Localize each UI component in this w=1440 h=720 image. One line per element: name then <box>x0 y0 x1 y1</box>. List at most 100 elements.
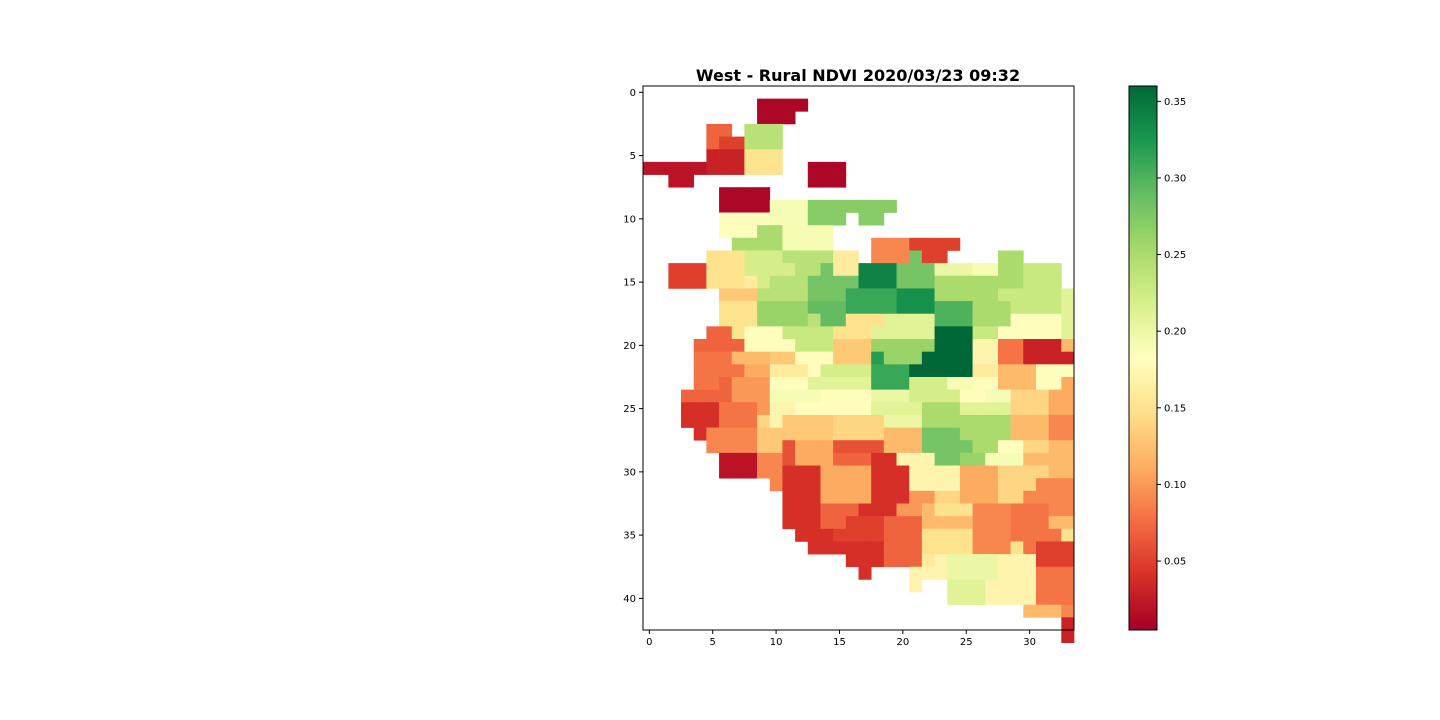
heatmap-cell <box>782 452 796 466</box>
heatmap-cell <box>681 161 695 175</box>
heatmap-cell <box>731 136 745 150</box>
heatmap-cell <box>934 478 948 492</box>
heatmap-cell <box>744 427 758 441</box>
heatmap-cell <box>769 313 783 327</box>
heatmap-cell <box>731 250 745 264</box>
heatmap-cell <box>719 250 733 264</box>
heatmap-cell <box>757 376 771 390</box>
heatmap-cell <box>719 288 733 302</box>
heatmap-cell <box>858 452 872 466</box>
heatmap-cell <box>896 351 910 365</box>
heatmap-cell <box>858 541 872 555</box>
heatmap-cell <box>757 440 771 454</box>
heatmap-cell <box>972 301 986 315</box>
heatmap-cell <box>985 579 999 593</box>
heatmap-cell <box>833 326 847 340</box>
heatmap-cell <box>782 275 796 289</box>
heatmap-cell <box>845 427 859 441</box>
heatmap-cell <box>757 288 771 302</box>
heatmap-cell <box>693 376 707 390</box>
heatmap-cell <box>997 465 1011 479</box>
heatmap-cell <box>706 250 720 264</box>
heatmap-cell <box>845 541 859 555</box>
heatmap-cell <box>744 301 758 315</box>
heatmap-cell <box>782 98 796 112</box>
heatmap-cell <box>719 427 733 441</box>
heatmap-cell <box>795 389 809 403</box>
heatmap-cell <box>909 440 923 454</box>
heatmap-cell <box>959 528 973 542</box>
heatmap-cell <box>934 440 948 454</box>
heatmap-cell <box>1048 364 1062 378</box>
heatmap-cell <box>871 288 885 302</box>
y-tick-label: 15 <box>623 278 636 289</box>
heatmap-cell <box>845 288 859 302</box>
heatmap-cell <box>858 212 872 226</box>
heatmap-cell <box>909 389 923 403</box>
heatmap-cell <box>807 528 821 542</box>
heatmap-cell <box>1048 452 1062 466</box>
heatmap-cell <box>757 149 771 163</box>
heatmap-cell <box>693 414 707 428</box>
heatmap-cell <box>845 478 859 492</box>
heatmap-cell <box>921 503 935 517</box>
heatmap-cell <box>807 174 821 188</box>
heatmap-cell <box>909 339 923 353</box>
heatmap-cell <box>769 376 783 390</box>
heatmap-cell <box>757 313 771 327</box>
heatmap-cell <box>807 364 821 378</box>
heatmap-cell <box>1048 288 1062 302</box>
heatmap-cell <box>757 275 771 289</box>
heatmap-cell <box>757 161 771 175</box>
heatmap-cell <box>1035 288 1049 302</box>
heatmap-cell <box>871 478 885 492</box>
heatmap-cell <box>985 478 999 492</box>
heatmap-cell <box>820 376 834 390</box>
heatmap-cell <box>706 440 720 454</box>
heatmap-cell <box>1010 554 1024 568</box>
heatmap-cell <box>959 263 973 277</box>
heatmap-cell <box>1048 326 1062 340</box>
heatmap-cell <box>871 237 885 251</box>
heatmap-cell <box>947 592 961 606</box>
heatmap-cell <box>1035 440 1049 454</box>
heatmap-cell <box>706 326 720 340</box>
heatmap-cell <box>757 389 771 403</box>
heatmap-cell <box>896 313 910 327</box>
heatmap-cell <box>1048 339 1062 353</box>
heatmap-cell <box>706 364 720 378</box>
heatmap-cell <box>1048 351 1062 365</box>
heatmap-cell <box>871 263 885 277</box>
heatmap-cell <box>1023 402 1037 416</box>
heatmap-cell <box>731 161 745 175</box>
heatmap-cell <box>972 339 986 353</box>
heatmap-cell <box>883 490 897 504</box>
heatmap-cell <box>997 516 1011 530</box>
heatmap-cell <box>947 503 961 517</box>
heatmap-cell <box>883 275 897 289</box>
heatmap-cell <box>807 427 821 441</box>
heatmap-cell <box>934 414 948 428</box>
heatmap-cell <box>909 414 923 428</box>
heatmap-cell <box>959 440 973 454</box>
heatmap-cell <box>883 263 897 277</box>
heatmap-cell <box>769 288 783 302</box>
heatmap-cell <box>972 351 986 365</box>
heatmap-cell <box>744 351 758 365</box>
colorbar-tick-label: 0.20 <box>1164 327 1186 338</box>
heatmap-cell <box>947 376 961 390</box>
heatmap-cell <box>744 339 758 353</box>
heatmap-cell <box>731 376 745 390</box>
heatmap-cell <box>820 478 834 492</box>
heatmap-cell <box>731 351 745 365</box>
heatmap-cell <box>947 301 961 315</box>
heatmap-cell <box>997 402 1011 416</box>
x-tick-label: 10 <box>770 637 783 648</box>
heatmap-cell <box>997 440 1011 454</box>
heatmap-cell <box>1010 528 1024 542</box>
heatmap-cell <box>744 414 758 428</box>
heatmap-cell <box>833 313 847 327</box>
heatmap-cell <box>959 579 973 593</box>
x-tick-label: 0 <box>646 637 652 648</box>
heatmap-cell <box>744 237 758 251</box>
